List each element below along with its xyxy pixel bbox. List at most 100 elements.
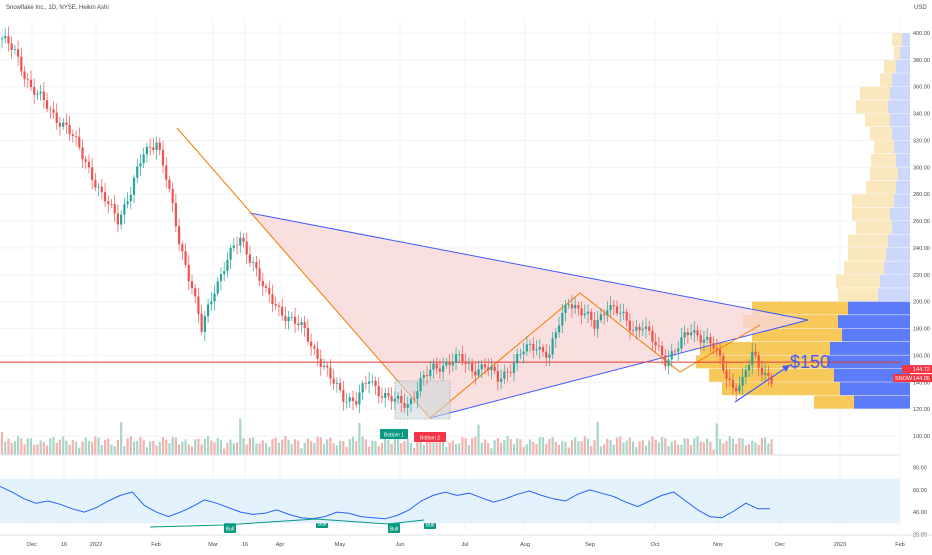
price-tick-label: 260.00	[913, 219, 930, 225]
candle-body	[281, 306, 284, 316]
candle-body	[284, 315, 287, 322]
candle-body	[496, 370, 499, 382]
candle-body	[596, 320, 599, 329]
volume-bar	[87, 440, 91, 455]
volume-bar	[390, 443, 393, 455]
time-tick-label: Jun	[396, 542, 405, 548]
volume-bar	[503, 440, 506, 455]
volume-bar	[326, 439, 329, 455]
time-axis[interactable]: Dec 16 2022 Feb Mar 16 Apr May Jun Jul Aug Sep Oct No…	[0, 534, 932, 548]
symbol-tag-value: 144.05	[913, 376, 930, 382]
candle-body	[49, 108, 52, 110]
price-tag-value: 144.72	[913, 367, 930, 373]
price-tick-label: 220.00	[913, 273, 930, 279]
candle-body	[161, 149, 165, 166]
volume-bar	[512, 444, 516, 455]
vp-up-bar	[884, 261, 910, 275]
price-tick-label: 360.00	[913, 85, 930, 91]
candle-body	[506, 371, 509, 373]
candle-body	[751, 351, 754, 366]
volume-bar	[316, 436, 319, 455]
candle-body	[413, 398, 416, 400]
candle-body	[168, 179, 171, 189]
candle-body	[725, 370, 728, 379]
vp-up-bar	[834, 368, 910, 382]
candle-body	[187, 264, 190, 282]
candle-body	[435, 363, 438, 369]
volume-bar	[168, 443, 171, 455]
price-tick-label: 300.00	[913, 165, 930, 171]
volume-bar	[33, 444, 36, 455]
label-bottom-2: Bottom 2	[420, 436, 440, 442]
vp-up-bar	[894, 140, 910, 154]
volume-bar	[416, 440, 419, 455]
candle-body	[126, 201, 129, 205]
label-bull-3: Bull	[390, 527, 398, 533]
price-tick-label: 200.00	[913, 300, 930, 306]
volume-bar	[248, 437, 252, 455]
vp-up-bar	[892, 127, 910, 140]
candle-body	[419, 377, 422, 392]
candle-body	[764, 372, 767, 375]
candle-body	[10, 43, 13, 50]
vp-down-bar	[848, 247, 886, 261]
vp-down-bar	[865, 113, 890, 127]
candle-body	[290, 316, 293, 318]
candle-body	[747, 365, 751, 371]
time-tick-label: Feb	[151, 542, 160, 548]
vp-down-bar	[848, 234, 888, 248]
candle-body	[223, 271, 226, 275]
candle-body	[123, 204, 126, 215]
candle-body	[661, 345, 664, 356]
volume-bar	[567, 447, 570, 455]
price-tick-label: 120.00	[913, 407, 930, 413]
candle-body	[680, 337, 683, 349]
candle-body	[657, 345, 660, 347]
candle-body	[425, 374, 429, 377]
candle-body	[522, 351, 525, 354]
candle-body	[364, 383, 367, 384]
label-bull-1: Bull	[226, 527, 234, 533]
volume-bar	[429, 436, 432, 455]
candle-body	[474, 371, 477, 376]
volume-bar	[586, 438, 590, 455]
volume-bar	[493, 440, 496, 455]
candle-body	[203, 316, 206, 332]
price-axis[interactable]: 400.00 380.00 360.00 340.00 320.00 300.00 280.…	[893, 31, 932, 538]
volume-bar	[335, 445, 338, 455]
candle-body	[590, 311, 593, 321]
chart-title: Snowflake Inc., 1D, NYSE, Heikin Ashi	[6, 5, 109, 11]
volume-bar	[284, 436, 287, 455]
candle-body	[471, 363, 474, 372]
vp-down-bar	[894, 46, 900, 60]
volume-bar	[403, 440, 406, 455]
volume-bar	[274, 437, 277, 455]
double-bottom-zone	[394, 380, 451, 420]
volume-bar	[377, 446, 380, 455]
volume-bar	[7, 438, 10, 455]
volume-bar	[36, 444, 39, 455]
volume-bar	[422, 444, 425, 455]
vp-down-bar	[870, 167, 898, 181]
volume-bar	[615, 437, 619, 455]
volume-bar	[181, 441, 184, 455]
volume-bar	[554, 442, 557, 455]
candle-body	[551, 338, 554, 355]
volume-bar	[55, 442, 58, 455]
volume-bar	[754, 442, 757, 455]
candle-body	[197, 296, 200, 314]
candle-body	[171, 188, 174, 204]
vp-down-bar	[844, 261, 884, 275]
vp-down-bar	[874, 140, 894, 154]
candle-body	[181, 244, 184, 252]
target-arrow	[734, 364, 791, 403]
volume-bar	[706, 438, 709, 455]
label-bull-4: Bull	[426, 523, 434, 529]
vp-down-bar	[838, 288, 878, 302]
vp-up-bar	[900, 46, 910, 60]
vp-up-bar	[890, 207, 910, 221]
volume-bar	[551, 436, 554, 455]
vp-up-bar	[892, 73, 910, 87]
candle-body	[686, 332, 689, 336]
